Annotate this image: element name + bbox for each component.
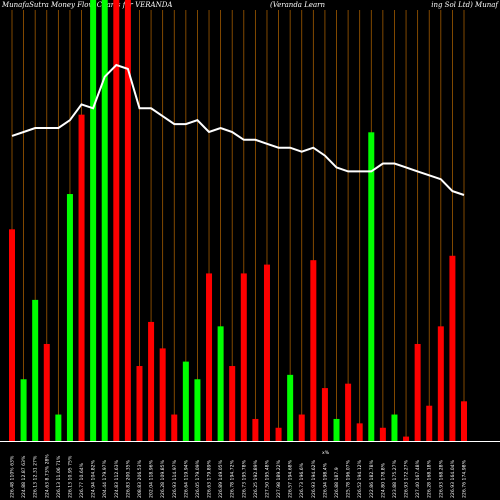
- money-flow-bar: [461, 401, 467, 441]
- money-flow-bar: [206, 273, 213, 441]
- money-flow-bar: [43, 343, 50, 441]
- money-flow-bar: [379, 427, 386, 441]
- money-flow-bar: [252, 418, 259, 441]
- x-tick-label: 226.93 164.04%: [450, 459, 456, 498]
- x-tick-label: 226.13 11.06 71%: [56, 455, 62, 498]
- money-flow-bar: [217, 326, 224, 441]
- x-tick-label: 226.93 172.27%: [404, 459, 410, 498]
- money-flow-bar: [391, 414, 398, 441]
- money-flow-bar: [229, 366, 236, 441]
- money-flow-bar: [182, 361, 189, 441]
- x-tick-label: 226.52 194.12%: [357, 459, 363, 498]
- money-flow-bar: [90, 0, 97, 441]
- chart-title-right: ing Sol Ltd) Munaf: [431, 1, 498, 9]
- x-tick-label: 226.93 194.62%: [311, 459, 317, 498]
- money-flow-bar: [275, 427, 282, 441]
- x-tick-label: 226.48 110% 63%: [10, 455, 16, 498]
- x-tick-label: 226.63 179.89%: [207, 459, 213, 498]
- x-tick-label: 224.63 8.73% 28%: [44, 454, 50, 498]
- x-tick-label: 204.44 179.97%: [102, 459, 108, 498]
- money-flow-bar: [55, 414, 62, 441]
- x-tick-label: 226.93 168.28%: [438, 459, 444, 498]
- money-flow-bar: [20, 379, 27, 441]
- x-tick-label: 208.83 206.53%: [137, 459, 143, 498]
- money-flow-bar: [368, 132, 375, 442]
- x-tick-label: 226.93 114.97%: [172, 459, 178, 498]
- x-axis-extra-label: x%: [322, 450, 330, 456]
- money-flow-bar: [101, 0, 108, 441]
- x-tick-label: 227.50 195.48%: [264, 459, 270, 498]
- money-flow-bar: [159, 348, 166, 441]
- money-flow-bar: [298, 414, 305, 441]
- x-tick-label: 226.94 198.4%: [322, 462, 328, 498]
- x-tick-label: 222.86 182.78%: [369, 459, 375, 498]
- money-flow-bar: [321, 388, 328, 441]
- money-flow-bar: [437, 326, 444, 441]
- money-flow-bar: [124, 0, 131, 441]
- x-tick-label: 226.76 174.98%: [462, 459, 468, 498]
- money-flow-bar: [136, 366, 143, 441]
- x-tick-label: 226.25 192.89%: [253, 459, 259, 498]
- money-flow-bars: [9, 0, 467, 442]
- money-flow-bar: [240, 273, 247, 441]
- money-flow-bar: [148, 321, 155, 441]
- x-tick-label: 226.13 12.31 27%: [33, 455, 39, 498]
- x-tick-label: 224.80 178.8%: [380, 462, 386, 498]
- x-tick-label: 226.78 194.72%: [230, 459, 236, 498]
- x-tick-label: 226.73 196.6%: [299, 462, 305, 498]
- money-flow-bar: [9, 229, 15, 441]
- x-tick-label: 224.83 112.63%: [114, 459, 120, 498]
- x-tick-label: 226.28 168.18%: [427, 459, 433, 498]
- x-tick-label: 224.88 12.87 63%: [21, 455, 27, 498]
- chart-title-left: MunafaSutra Money Flow Charts for VERAND…: [2, 1, 173, 9]
- x-tick-label: 226.28 109.85%: [160, 459, 166, 498]
- money-flow-bar: [414, 343, 421, 441]
- x-tick-label: 226.13 10.95 75%: [67, 455, 73, 498]
- money-flow-bar: [403, 436, 410, 441]
- x-tick-label: 226.83 200.35%: [125, 459, 131, 498]
- x-tick-label: 226.89 149.05%: [218, 459, 224, 498]
- money-flow-bar: [78, 114, 85, 441]
- x-tick-label: 224.94 104.82%: [91, 459, 97, 498]
- x-tick-label: 226.88 187.9: [334, 467, 340, 498]
- x-tick-label: 226.05 179.09%: [195, 459, 201, 498]
- money-flow-bar: [345, 383, 352, 441]
- x-tick-label: 202.04 118.96%: [149, 459, 155, 498]
- x-tick-label: 225.78 196.07%: [346, 459, 352, 498]
- x-tick-label: 223.88 175.27%: [392, 459, 398, 498]
- x-tick-label: 226.73 195.78%: [241, 459, 247, 498]
- money-flow-bar: [171, 414, 178, 441]
- x-tick-label: 226.57 194.68%: [288, 459, 294, 498]
- money-flow-bar: [32, 299, 39, 441]
- x-tick-label: 227.98 189.22%: [276, 459, 282, 498]
- money-flow-bar: [333, 418, 340, 441]
- chart-title-middle: (Veranda Learn: [270, 1, 326, 9]
- x-tick-label: 226.77 10.64%: [79, 462, 85, 498]
- money-flow-bar: [66, 194, 73, 441]
- x-tick-label: 227.40 167.48%: [415, 459, 421, 498]
- x-axis-labels: 226.48 110% 63% 224.88 12.87 63% 226.13 12…: [10, 454, 468, 498]
- money-flow-bar: [287, 374, 294, 441]
- money-flow-bar: [194, 379, 201, 441]
- money-flow-bar: [113, 0, 120, 441]
- money-flow-bar: [426, 405, 433, 441]
- money-flow-bar: [449, 255, 456, 441]
- price-line: [11, 63, 465, 196]
- money-flow-bar: [263, 264, 270, 441]
- money-flow-bar: [356, 423, 363, 441]
- money-flow-bar: [310, 260, 317, 441]
- x-tick-label: 226.64 119.94%: [183, 459, 189, 498]
